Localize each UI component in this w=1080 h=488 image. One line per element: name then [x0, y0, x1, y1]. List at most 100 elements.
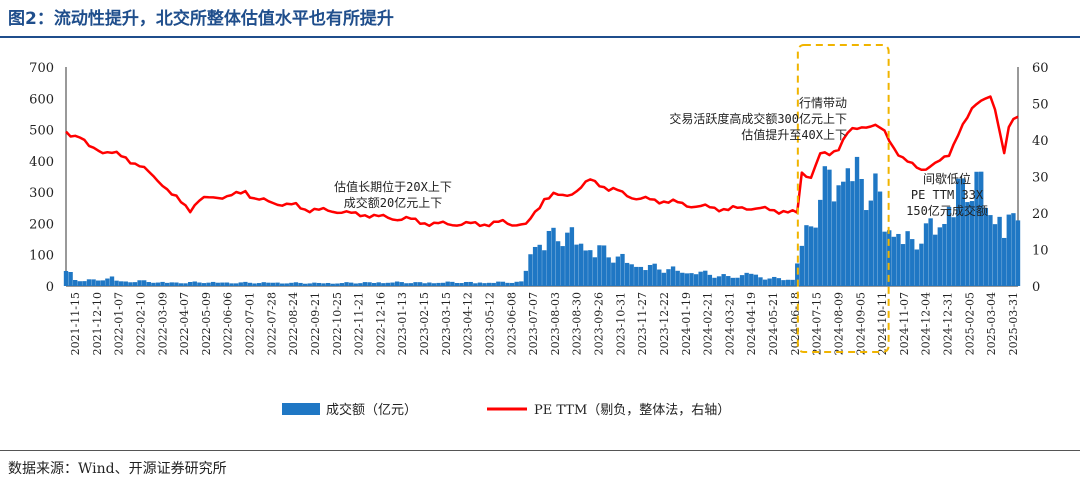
volume-bar — [951, 217, 956, 286]
y-right-tick-label: 60 — [1032, 61, 1049, 76]
volume-bar — [670, 266, 676, 286]
y-left-tick-label: 200 — [29, 217, 54, 232]
volume-bar — [772, 276, 777, 286]
legend-bar-label: 成交额（亿元） — [326, 402, 417, 418]
x-tick-label: 2021-12-10 — [91, 292, 104, 355]
volume-bar — [427, 282, 432, 286]
volume-bar — [836, 185, 841, 286]
volume-bar — [201, 283, 207, 286]
volume-bar — [532, 246, 538, 286]
x-tick-label: 2023-09-26 — [593, 292, 606, 355]
volume-bar — [813, 227, 818, 286]
x-tick-label: 2024-07-15 — [811, 292, 824, 355]
volume-bar — [542, 250, 547, 286]
volume-bar — [666, 269, 671, 286]
volume-bar — [790, 279, 795, 286]
annotation-rally: 行情带动 — [799, 96, 847, 110]
figure-title: 图2：流动性提升，北交所整体估值水平也有所提升 — [8, 9, 394, 29]
volume-bar — [652, 263, 657, 286]
volume-bar — [818, 199, 823, 286]
volume-bar — [611, 262, 616, 286]
volume-bar — [473, 283, 478, 286]
y-left-tick-label: 400 — [29, 155, 54, 170]
volume-bar — [247, 282, 253, 286]
volume-bar — [1002, 237, 1007, 286]
x-tick-label: 2023-06-08 — [505, 292, 518, 355]
volume-bar — [252, 283, 257, 286]
y-left-tick-label: 500 — [29, 124, 54, 139]
volume-bar — [864, 210, 869, 286]
volume-bar — [657, 269, 662, 286]
volume-bar — [983, 207, 988, 286]
volume-bar — [73, 280, 78, 286]
volume-bar — [486, 282, 492, 286]
volume-bar — [831, 201, 837, 286]
volume-bar — [730, 277, 736, 286]
y-left-tick-label: 0 — [46, 280, 54, 295]
x-tick-label: 2021-11-15 — [69, 292, 82, 355]
legend-line-label: PE TTM（剔负，整体法，右轴） — [534, 403, 730, 418]
volume-bar — [298, 282, 303, 286]
x-tick-label: 2024-03-21 — [723, 292, 736, 355]
volume-bar — [624, 262, 630, 286]
volume-bar — [463, 282, 469, 286]
volume-bar — [367, 282, 372, 286]
volume-bar — [928, 218, 933, 286]
volume-bar — [735, 277, 740, 286]
x-tick-label: 2022-11-21 — [353, 292, 366, 355]
volume-bar — [615, 256, 621, 286]
volume-bar — [960, 178, 966, 286]
x-tick-label: 2025-02-05 — [963, 292, 976, 355]
x-tick-label: 2024-09-05 — [854, 292, 867, 355]
annotation-rally: 估值提升至40X上下 — [741, 127, 847, 142]
x-tick-label: 2022-12-16 — [374, 292, 387, 355]
volume-bar — [827, 169, 832, 286]
volume-bar — [482, 283, 487, 286]
volume-bar — [307, 283, 312, 286]
x-tick-label: 2023-08-03 — [549, 292, 562, 355]
volume-bar — [1011, 213, 1016, 286]
x-tick-label: 2024-11-07 — [898, 292, 911, 355]
volume-bar — [726, 276, 731, 286]
x-tick-label: 2024-02-21 — [702, 292, 715, 355]
x-tick-label: 2023-07-07 — [527, 292, 540, 355]
x-tick-label: 2025-03-31 — [1007, 292, 1020, 355]
volume-bar — [675, 270, 680, 286]
chart-axes: 0 100 200 300 400 500 600 700 0 10 20 30 40 50 60 2021-… — [29, 61, 1048, 355]
volume-bar — [744, 272, 749, 286]
title-rule — [0, 36, 1080, 38]
volume-bar — [197, 282, 202, 286]
x-tick-label: 2023-12-22 — [658, 292, 671, 355]
volume-bar — [100, 280, 105, 286]
volume-bar — [574, 244, 579, 286]
x-tick-label: 2022-03-09 — [156, 292, 169, 355]
x-tick-label: 2023-02-15 — [418, 292, 431, 355]
volume-bar — [82, 281, 87, 286]
y-left-tick-label: 100 — [29, 249, 54, 264]
volume-bar — [808, 226, 814, 286]
volume-bar — [969, 201, 975, 286]
x-tick-label: 2022-02-10 — [134, 292, 147, 355]
x-tick-label: 2023-08-30 — [571, 292, 584, 355]
volume-bar — [629, 264, 634, 286]
volume-bar — [583, 250, 588, 286]
x-tick-label: 2024-12-31 — [942, 292, 955, 355]
volume-bar — [937, 227, 943, 286]
volume-bar — [132, 282, 138, 286]
volume-bar — [302, 283, 308, 286]
x-tick-label: 2022-07-01 — [244, 292, 257, 355]
volume-bar — [1015, 220, 1021, 286]
source-note: 数据来源：Wind、开源证券研究所 — [8, 461, 227, 477]
annotation-low-period: 估值长期位于20X上下 — [334, 179, 452, 194]
volume-bar — [965, 202, 970, 286]
legend: 成交额（亿元） PE TTM（剔负，整体法，右轴） — [282, 402, 730, 418]
y-left-tick-label: 300 — [29, 186, 54, 201]
x-tick-label: 2022-08-24 — [287, 292, 300, 355]
volume-bar — [914, 249, 920, 286]
x-tick-label: 2023-04-12 — [462, 292, 475, 355]
volume-bar — [192, 281, 197, 286]
volume-bar — [220, 282, 225, 286]
y-right-tick-label: 0 — [1032, 280, 1040, 295]
volume-bar — [933, 234, 938, 286]
